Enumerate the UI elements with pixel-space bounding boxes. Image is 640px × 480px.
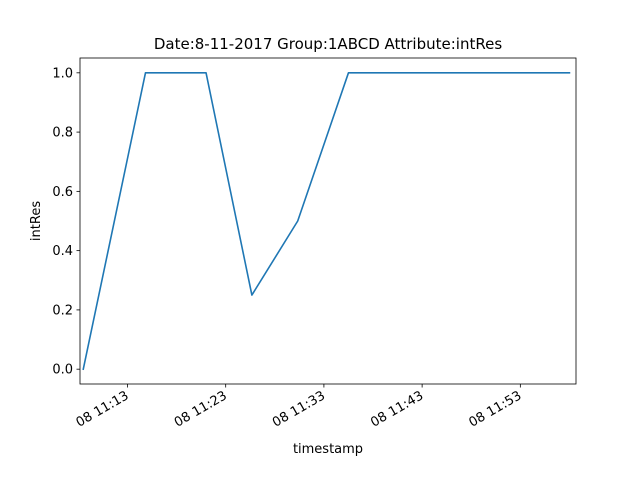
series-layer bbox=[82, 72, 571, 371]
y-axis-ticks: 0.0 0.2 0.4 0.6 0.8 1.0 bbox=[52, 66, 80, 378]
y-tick-label: 0.4 bbox=[52, 244, 73, 259]
y-tick-label: 0.8 bbox=[52, 126, 73, 141]
y-tick-label: 0.6 bbox=[52, 185, 73, 200]
y-axis-label: intRes bbox=[29, 201, 44, 241]
x-axis-label: timestamp bbox=[293, 442, 363, 457]
y-tick-label: 0.2 bbox=[52, 303, 73, 318]
series-line bbox=[82, 72, 571, 371]
y-tick-label: 1.0 bbox=[52, 66, 73, 81]
y-tick-label: 0.0 bbox=[52, 363, 73, 378]
chart-title: Date:8-11-2017 Group:1ABCD Attribute:int… bbox=[154, 35, 502, 53]
axes-frame bbox=[79, 57, 577, 385]
